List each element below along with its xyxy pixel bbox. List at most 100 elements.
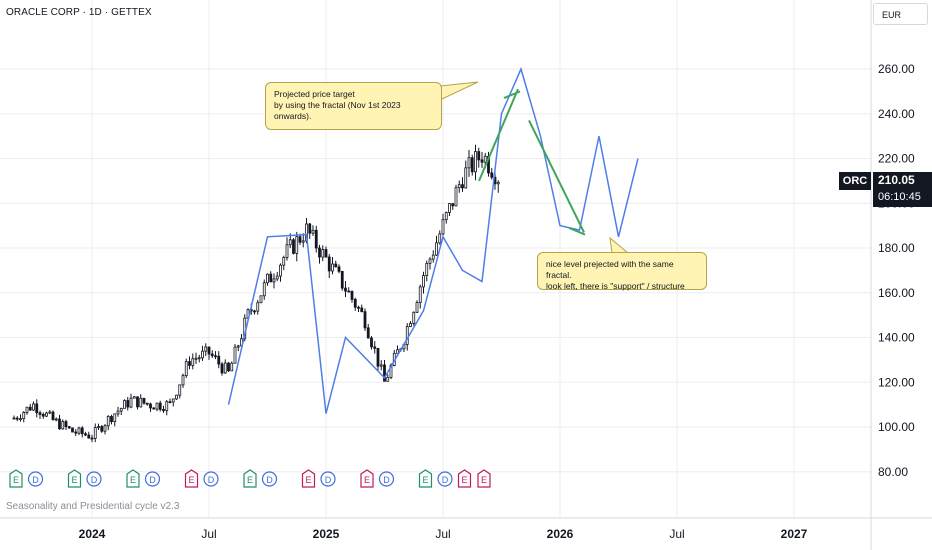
candle-body bbox=[110, 416, 113, 423]
earnings-marker-icon bbox=[9, 469, 23, 488]
candle-body bbox=[344, 287, 347, 292]
candle-body bbox=[113, 413, 117, 423]
chart-title: ORACLE CORP · 1D · GETTEX bbox=[6, 7, 152, 18]
candle-body bbox=[165, 401, 169, 412]
candle-body bbox=[409, 323, 412, 327]
candle-body bbox=[77, 427, 81, 434]
candle-body bbox=[334, 263, 338, 268]
y-tick-label: 260.00 bbox=[878, 62, 915, 76]
candle-body bbox=[61, 421, 65, 430]
candle-body bbox=[175, 394, 178, 400]
candle-body bbox=[201, 350, 204, 359]
earnings-marker-icon bbox=[418, 469, 433, 488]
candle-body bbox=[149, 403, 152, 409]
candle-body bbox=[184, 361, 188, 377]
trend-arrow-down bbox=[528, 120, 585, 233]
candle-body bbox=[438, 233, 442, 244]
candle-body bbox=[431, 254, 435, 260]
candle-body bbox=[295, 236, 299, 254]
event-marker-letter: E bbox=[481, 475, 487, 485]
event-marker-letter: D bbox=[208, 475, 215, 485]
candle-body bbox=[480, 159, 484, 163]
x-tick-label: 2025 bbox=[313, 527, 340, 541]
dividend-marker-icon bbox=[437, 471, 453, 487]
candle-body bbox=[48, 411, 52, 414]
candle-body bbox=[331, 263, 334, 272]
x-tick-label: Jul bbox=[201, 527, 216, 541]
candle-body bbox=[259, 295, 263, 304]
event-marker-letter: D bbox=[266, 475, 273, 485]
split-marker-icon bbox=[477, 469, 491, 488]
candle-body bbox=[178, 384, 182, 396]
annotation-support-level[interactable]: nice level prejected with the same fract… bbox=[537, 252, 707, 291]
candle-body bbox=[142, 397, 146, 404]
candle-body bbox=[41, 414, 45, 417]
y-tick-label: 80.00 bbox=[878, 465, 908, 479]
candle-body bbox=[136, 396, 139, 408]
candle-body bbox=[132, 396, 136, 399]
candle-body bbox=[454, 187, 458, 207]
candle-body bbox=[103, 425, 107, 432]
event-marker-letter: D bbox=[32, 475, 39, 485]
candle-body bbox=[435, 242, 438, 256]
indicator-label[interactable]: Seasonality and Presidential cycle v2.3 bbox=[6, 501, 180, 512]
candle-body bbox=[464, 167, 468, 189]
currency-selector[interactable]: EUR bbox=[873, 3, 928, 25]
candle-body bbox=[97, 426, 100, 428]
event-marker-letter: E bbox=[422, 475, 428, 485]
candle-body bbox=[22, 412, 26, 419]
candle-body bbox=[15, 417, 19, 420]
candle-body bbox=[38, 412, 42, 415]
candle-body bbox=[106, 416, 110, 427]
candle-body bbox=[428, 258, 432, 264]
candle-body bbox=[457, 184, 461, 189]
event-marker-letter: E bbox=[13, 475, 19, 485]
candle-body bbox=[220, 363, 224, 374]
candle-body bbox=[54, 418, 58, 421]
candle-body bbox=[340, 270, 344, 289]
candle-body bbox=[100, 426, 104, 432]
candle-body bbox=[262, 282, 266, 297]
candle-body bbox=[448, 203, 451, 213]
candle-body bbox=[337, 266, 341, 272]
trend-arrow-head bbox=[568, 226, 586, 236]
event-marker-letter: D bbox=[383, 475, 390, 485]
candle-body bbox=[80, 427, 84, 435]
candle-body bbox=[171, 398, 175, 403]
candle-body bbox=[383, 364, 386, 382]
candle-body bbox=[272, 278, 276, 283]
candle-body bbox=[327, 256, 331, 272]
event-marker-letter: E bbox=[130, 475, 136, 485]
candle-body bbox=[58, 418, 61, 430]
candle-body bbox=[415, 302, 419, 313]
split-marker-icon bbox=[457, 469, 472, 488]
candle-body bbox=[425, 262, 429, 277]
candle-body bbox=[405, 326, 409, 345]
candle-body bbox=[370, 337, 373, 348]
candle-body bbox=[474, 151, 477, 173]
candle-body bbox=[162, 409, 165, 412]
candle-body bbox=[282, 257, 286, 266]
dividend-marker-icon bbox=[261, 471, 278, 487]
candle-body bbox=[288, 239, 292, 246]
annotation-line: nice level prejected with the same fract… bbox=[546, 259, 674, 280]
candle-body bbox=[412, 311, 416, 324]
candle-body bbox=[357, 306, 360, 309]
dividend-marker-icon bbox=[144, 471, 161, 487]
candle-body bbox=[269, 273, 273, 283]
candle-body bbox=[292, 239, 295, 254]
y-tick-label: 160.00 bbox=[878, 286, 915, 300]
y-tick-label: 180.00 bbox=[878, 241, 915, 255]
candle-body bbox=[204, 346, 208, 352]
candle-body bbox=[256, 302, 260, 312]
candle-body bbox=[139, 397, 143, 408]
annotation-price-target[interactable]: Projected price target by using the frac… bbox=[265, 82, 442, 130]
candle-body bbox=[373, 346, 377, 349]
x-tick-label: 2024 bbox=[79, 527, 106, 541]
candle-body bbox=[217, 355, 221, 365]
event-marker-letter: D bbox=[149, 475, 156, 485]
candle-body bbox=[158, 402, 162, 410]
annotation-pointer bbox=[609, 236, 630, 254]
